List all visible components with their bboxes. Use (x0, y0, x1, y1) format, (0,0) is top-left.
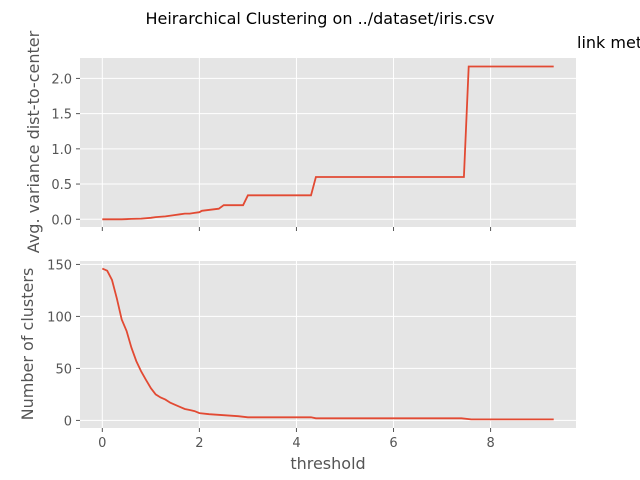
clusters-xtick-label: 6 (389, 436, 397, 451)
clusters-chart: 0 2 4 6 8 0 50 100 150 Number of clusters thresh… (18, 258, 576, 473)
variance-chart: 0.0 0.5 1.0 1.5 2.0 Avg. variance dist-to-ce… (24, 30, 576, 253)
clusters-y-axis-label: Number of clusters (18, 268, 37, 421)
clusters-xtick-label: 8 (486, 436, 494, 451)
clusters-ytick-label: 150 (47, 258, 72, 273)
variance-plot-area (80, 58, 576, 227)
variance-ytick-label: 0.0 (51, 213, 72, 228)
clusters-xtick-label: 2 (195, 436, 203, 451)
figure-title: Heirarchical Clustering on ../dataset/ir… (145, 9, 494, 28)
variance-ytick-label: 2.0 (51, 72, 72, 87)
variance-grid (80, 58, 576, 227)
clusters-plot-area (80, 261, 576, 428)
clusters-ytick-label: 0 (64, 414, 72, 429)
clusters-x-axis-label: threshold (290, 454, 365, 473)
clusters-ytick-label: 100 (47, 310, 72, 325)
clusters-series-line (101, 267, 554, 421)
link-method-text: link met (577, 33, 640, 52)
variance-ytick-label: 0.5 (51, 178, 72, 193)
variance-series-line (102, 65, 554, 221)
variance-ytick-label: 1.0 (51, 143, 72, 158)
clusters-ticks: 0 2 4 6 8 0 50 100 150 (47, 258, 495, 451)
variance-ytick-label: 1.5 (51, 108, 72, 123)
clusters-xtick-label: 4 (292, 436, 300, 451)
clusters-grid (80, 261, 576, 428)
clusters-xtick-label: 0 (98, 436, 106, 451)
variance-y-axis-label: Avg. variance dist-to-center (24, 30, 43, 253)
variance-ticks: 0.0 0.5 1.0 1.5 2.0 (51, 72, 492, 231)
clusters-ytick-label: 50 (55, 362, 72, 377)
